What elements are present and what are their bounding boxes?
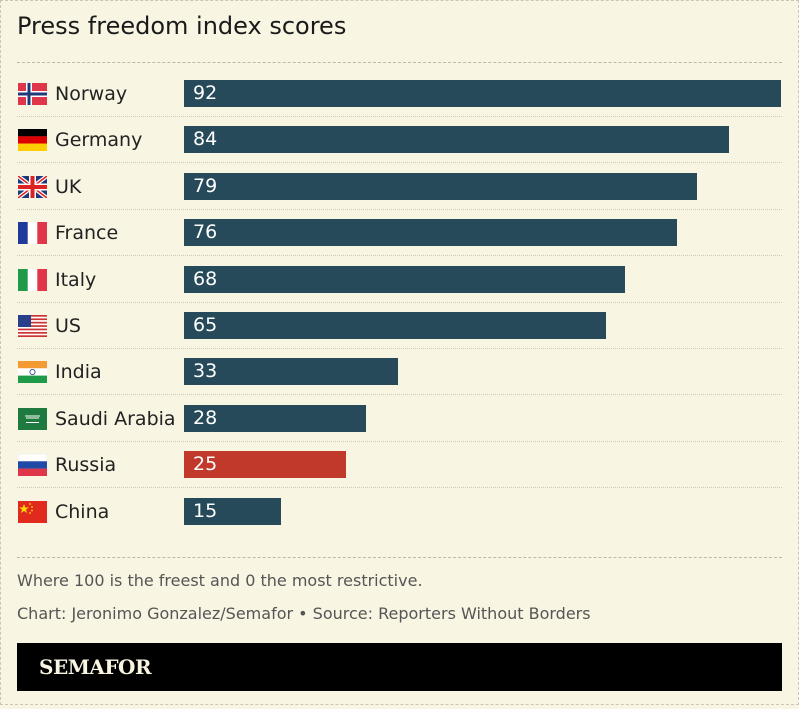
bar-china: 15 (184, 497, 282, 525)
category-label: France (55, 222, 119, 245)
category-label: UK (55, 175, 82, 198)
chart-credit: Chart: Jeronimo Gonzalez/Semafor • Sourc… (17, 604, 591, 623)
footer-bar: SEMAFOR (17, 643, 782, 691)
bar-france: 76 (184, 219, 678, 247)
saudi-arabia-flag-icon (18, 407, 47, 430)
bar-row: Saudi Arabia 28 (17, 396, 782, 442)
data-label: 92 (193, 82, 218, 104)
chart-note: Where 100 is the freest and 0 the most r… (17, 571, 423, 590)
row-separator (17, 301, 782, 303)
category-label: Germany (55, 129, 143, 152)
data-label: 79 (193, 174, 218, 197)
data-label: 65 (193, 314, 218, 336)
data-label: 76 (193, 221, 218, 244)
row-separator (17, 440, 782, 442)
chart-title: Press freedom index scores (17, 12, 347, 40)
bar-row: UK 79 (17, 164, 782, 210)
data-label: 33 (193, 360, 218, 383)
category-label: Norway (55, 83, 128, 105)
category-label: Russia (55, 454, 117, 477)
category-label: Italy (55, 268, 97, 291)
bar-india: 33 (184, 358, 399, 386)
bar-germany: 84 (184, 126, 730, 154)
bar-row: China 15 (17, 489, 782, 535)
italy-flag-icon (18, 268, 47, 291)
bar-row: US 65 (17, 303, 782, 349)
germany-flag-icon (18, 129, 47, 152)
bar-norway: 92 (184, 80, 781, 107)
uk-flag-icon (18, 175, 47, 198)
row-separator (17, 116, 782, 117)
data-label: 28 (193, 406, 218, 429)
bar-saudi-arabia: 28 (184, 404, 366, 432)
norway-flag-icon (18, 83, 47, 105)
divider (17, 62, 782, 63)
bar-row: Germany 84 (17, 117, 782, 164)
russia-flag-icon (18, 454, 47, 477)
row-separator (17, 348, 782, 349)
us-flag-icon (18, 315, 47, 337)
bar-russia: 25 (184, 451, 347, 479)
bar-row: India 33 (17, 349, 782, 396)
bar-row: France 76 (17, 210, 782, 257)
bar-row: Italy 68 (17, 257, 782, 303)
china-flag-icon (18, 500, 47, 523)
category-label: India (55, 361, 102, 384)
bar-row: Norway 92 (17, 71, 782, 117)
row-separator (17, 208, 782, 210)
bar-uk: 79 (184, 172, 697, 200)
semafor-logo: SEMAFOR (39, 655, 152, 679)
data-label: 25 (193, 453, 218, 476)
category-label: US (55, 315, 81, 337)
row-separator (17, 162, 782, 164)
france-flag-icon (18, 222, 47, 245)
row-separator (17, 487, 782, 489)
divider (17, 557, 782, 558)
row-separator (17, 394, 782, 396)
india-flag-icon (18, 361, 47, 384)
data-label: 84 (193, 128, 218, 151)
bar-us: 65 (184, 312, 606, 339)
data-label: 68 (193, 267, 218, 290)
data-label: 15 (193, 499, 218, 522)
row-separator (17, 255, 782, 257)
bar-row: Russia 25 (17, 442, 782, 489)
category-label: Saudi Arabia (55, 407, 176, 430)
bar-italy: 68 (184, 265, 626, 293)
category-label: China (55, 500, 110, 523)
